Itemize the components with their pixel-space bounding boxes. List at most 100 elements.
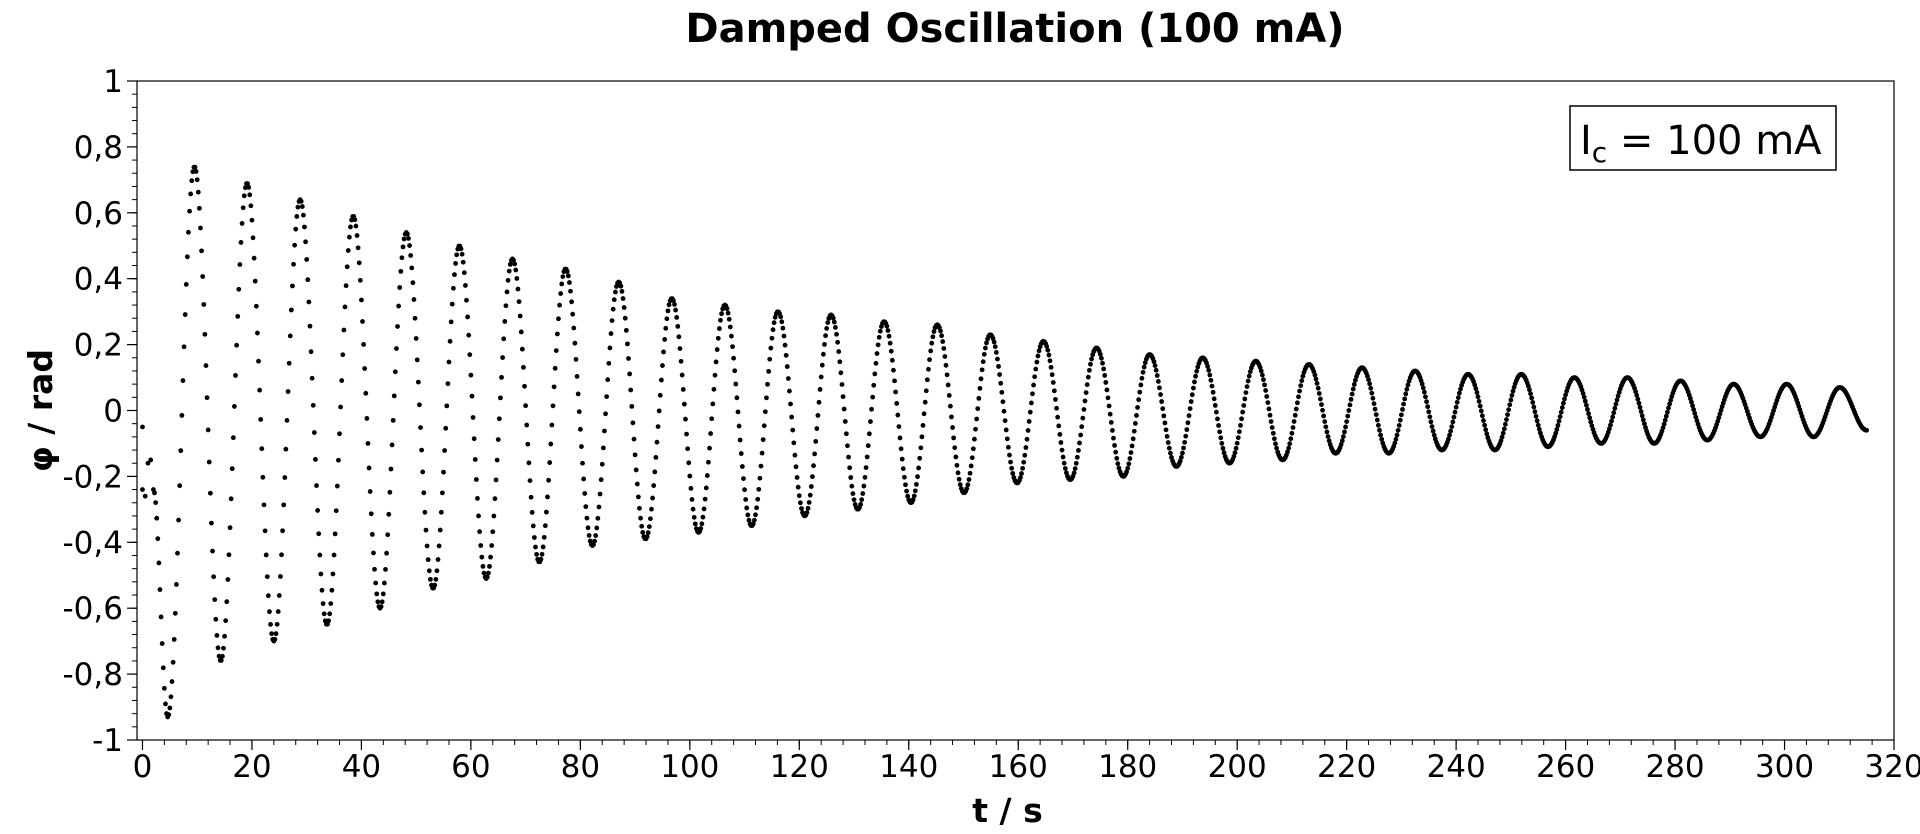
data-point — [391, 393, 397, 399]
data-point — [1079, 424, 1085, 430]
data-point — [975, 406, 981, 412]
data-point — [622, 315, 628, 321]
data-point — [518, 329, 524, 335]
data-point — [472, 457, 478, 462]
data-point — [754, 505, 759, 511]
data-point — [399, 255, 405, 261]
data-point — [947, 403, 953, 409]
data-point — [864, 454, 870, 460]
data-point — [192, 164, 198, 170]
data-point — [443, 425, 449, 431]
data-point — [893, 389, 899, 395]
data-point — [788, 401, 793, 407]
data-point — [1128, 450, 1134, 455]
data-point — [1057, 432, 1063, 437]
data-point — [875, 342, 881, 348]
data-point — [230, 435, 236, 441]
data-point — [862, 474, 868, 480]
data-point — [794, 475, 800, 480]
data-point — [876, 334, 882, 340]
data-point — [367, 489, 373, 494]
data-point — [302, 224, 307, 230]
data-point — [414, 357, 420, 363]
data-point — [503, 303, 509, 309]
data-point — [354, 233, 360, 238]
data-point — [866, 431, 872, 437]
data-point — [940, 339, 946, 344]
data-point — [417, 402, 422, 408]
data-point — [245, 181, 250, 187]
data-point — [155, 536, 161, 542]
data-point — [1581, 394, 1587, 400]
data-point — [1610, 414, 1616, 420]
data-point — [709, 416, 715, 422]
data-point — [379, 599, 385, 605]
data-point — [741, 476, 746, 481]
data-point — [596, 504, 602, 510]
data-point — [977, 385, 983, 391]
data-point — [808, 484, 814, 489]
data-point — [262, 528, 268, 534]
data-point — [711, 386, 717, 392]
data-point — [1505, 412, 1510, 418]
data-point — [450, 285, 456, 291]
data-point — [1234, 440, 1240, 446]
data-point — [651, 483, 657, 488]
data-point — [1263, 388, 1269, 393]
x-tick-label: 0 — [133, 749, 153, 785]
data-point — [551, 384, 557, 390]
data-point — [771, 320, 777, 326]
data-point — [729, 333, 734, 339]
data-point — [383, 566, 388, 572]
data-point — [1666, 405, 1671, 411]
x-tick-label: 100 — [660, 749, 719, 785]
data-point — [175, 550, 180, 556]
x-tick-label: 180 — [1098, 749, 1157, 785]
data-point — [916, 465, 922, 471]
data-point — [481, 570, 487, 576]
data-point — [680, 387, 686, 392]
data-point — [199, 248, 204, 254]
data-point — [1241, 403, 1247, 408]
data-point — [156, 560, 162, 566]
data-point — [372, 566, 377, 572]
x-tick-label: 200 — [1208, 749, 1267, 785]
data-point — [923, 388, 929, 394]
legend-box — [1569, 105, 1837, 171]
data-point — [298, 198, 304, 204]
data-point — [604, 394, 610, 399]
data-point — [186, 229, 191, 235]
data-point — [814, 426, 820, 431]
data-point — [212, 597, 218, 602]
data-point — [423, 527, 429, 533]
data-point — [333, 508, 339, 514]
y-tick-label: 0,4 — [74, 262, 123, 298]
data-point — [575, 391, 581, 397]
data-point — [1165, 440, 1171, 445]
data-point — [745, 512, 751, 518]
data-point — [1321, 413, 1327, 419]
data-point — [806, 500, 812, 505]
data-point — [388, 466, 394, 472]
data-point — [1262, 382, 1267, 388]
data-point — [1028, 400, 1034, 406]
data-point — [1178, 454, 1184, 460]
data-point — [1693, 414, 1699, 420]
data-point — [382, 580, 387, 586]
data-point — [895, 412, 901, 418]
data-point — [1157, 385, 1162, 391]
data-point — [979, 367, 985, 373]
x-tick-label: 320 — [1864, 749, 1920, 785]
data-point — [805, 505, 811, 511]
data-point — [1351, 382, 1357, 387]
data-point — [257, 387, 263, 393]
data-point — [628, 387, 634, 393]
data-point — [1215, 416, 1220, 422]
data-point — [577, 426, 583, 432]
data-point — [548, 441, 554, 447]
data-point — [823, 333, 828, 339]
data-point — [1369, 390, 1375, 396]
data-point — [1233, 445, 1239, 451]
data-point — [594, 525, 600, 531]
data-point — [398, 268, 404, 274]
